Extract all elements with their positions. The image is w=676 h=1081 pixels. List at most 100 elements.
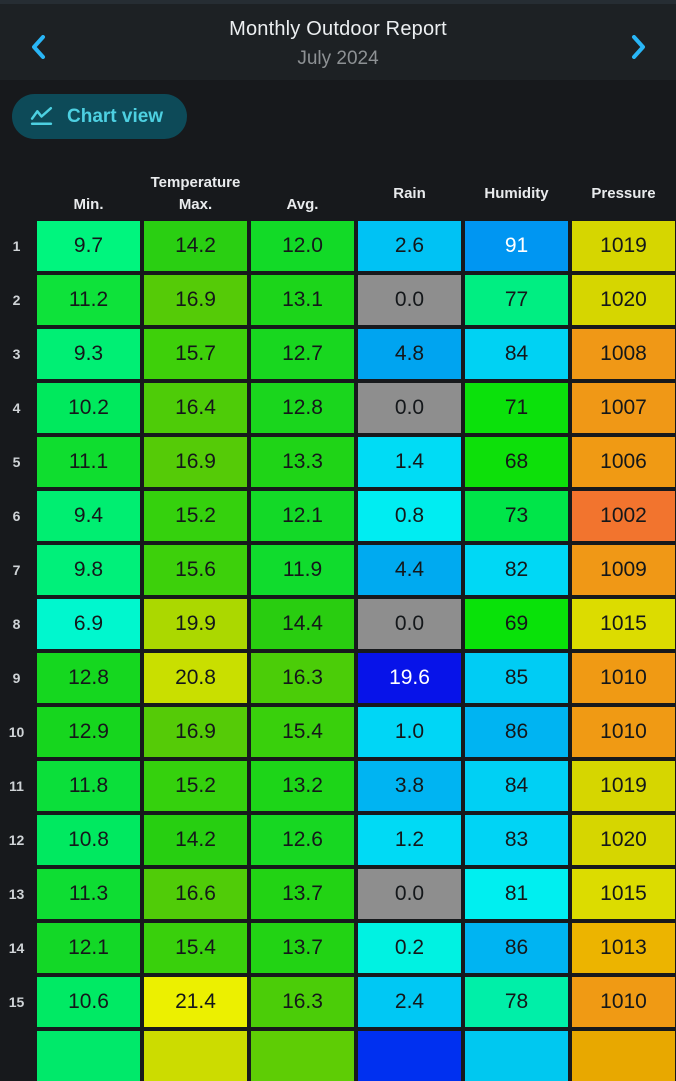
table-row: 5 11.1 16.9 13.3 1.4 68 1006	[0, 437, 676, 487]
cell-pressure: 1019	[572, 221, 675, 271]
cell-rain: 0.0	[358, 275, 461, 325]
day-number: 5	[12, 454, 21, 470]
cell-pressure: 1010	[572, 977, 675, 1027]
column-header-min: Min.	[37, 196, 140, 215]
cell-min: 11.3	[37, 869, 140, 919]
cell-rain: 19.6	[358, 653, 461, 703]
cell-humidity: 83	[465, 815, 568, 865]
cell-pressure: 1020	[572, 275, 675, 325]
chart-view-button[interactable]: Chart view	[12, 94, 188, 139]
cell-humidity: 69	[465, 599, 568, 649]
table-row: 15 10.6 21.4 16.3 2.4 78 1010	[0, 977, 676, 1027]
day-number: 13	[8, 886, 25, 902]
cell-min: 9.4	[37, 491, 140, 541]
cell-avg: 12.7	[251, 329, 354, 379]
cell-humidity: 91	[465, 221, 568, 271]
day-number: 3	[12, 346, 21, 362]
cell-max: 21.4	[144, 977, 247, 1027]
cell-min: 10.8	[37, 815, 140, 865]
cell-avg: 16.3	[251, 977, 354, 1027]
table-row: 14 12.1 15.4 13.7 0.2 86 1013	[0, 923, 676, 973]
line-chart-icon	[29, 104, 54, 129]
weather-table: Min. Temperature Max. Avg. Rain Humidity…	[0, 161, 676, 1081]
page-title: Monthly Outdoor Report	[229, 18, 447, 40]
cell-rain: 2.6	[358, 221, 461, 271]
cell-min: 12.8	[37, 653, 140, 703]
cell-rain: 1.2	[358, 815, 461, 865]
column-header-humidity: Humidity	[465, 185, 568, 215]
cell-min: 11.2	[37, 275, 140, 325]
cell-max: 14.2	[144, 815, 247, 865]
cell-pressure: 1002	[572, 491, 675, 541]
cell-min: 11.8	[37, 761, 140, 811]
table-row: 13 11.3 16.6 13.7 0.0 81 1015	[0, 869, 676, 919]
cell-avg: 13.7	[251, 869, 354, 919]
cell-humidity: 77	[465, 275, 568, 325]
day-number: 7	[12, 562, 21, 578]
cell-rain: 0.0	[358, 383, 461, 433]
cell-rain: 4.8	[358, 329, 461, 379]
cell-pressure: 1019	[572, 761, 675, 811]
column-header-avg: Avg.	[251, 196, 354, 215]
day-number: 2	[12, 292, 21, 308]
cell-humidity: 81	[465, 869, 568, 919]
column-header-pressure: Pressure	[572, 185, 675, 215]
cell-max: 16.9	[144, 707, 247, 757]
day-number: 15	[8, 994, 25, 1010]
max-header-label: Max.	[178, 196, 213, 213]
cell-pressure: 1020	[572, 815, 675, 865]
day-number: 12	[8, 832, 25, 848]
day-number: 6	[12, 508, 21, 524]
cell-rain: 4.4	[358, 545, 461, 595]
temperature-group-label: Temperature	[150, 174, 241, 191]
cell-rain: 0.0	[358, 599, 461, 649]
day-number: 8	[12, 616, 21, 632]
cell-rain: 0.0	[358, 869, 461, 919]
cell-pressure: 1015	[572, 599, 675, 649]
table-row: 8 6.9 19.9 14.4 0.0 69 1015	[0, 599, 676, 649]
table-row: 9 12.8 20.8 16.3 19.6 85 1010	[0, 653, 676, 703]
column-header-rain: Rain	[358, 185, 461, 215]
cell-avg: 13.2	[251, 761, 354, 811]
cell-humidity: 68	[465, 437, 568, 487]
cell-max: 16.4	[144, 383, 247, 433]
cell-avg: 13.1	[251, 275, 354, 325]
cell-max: 15.7	[144, 329, 247, 379]
header-titles: Monthly Outdoor Report July 2024	[0, 18, 676, 70]
min-header-label: Min.	[73, 196, 104, 213]
cell-pressure	[572, 1031, 675, 1081]
report-header: Monthly Outdoor Report July 2024	[0, 4, 676, 80]
cell-avg: 12.0	[251, 221, 354, 271]
cell-rain	[358, 1031, 461, 1081]
cell-pressure: 1007	[572, 383, 675, 433]
table-row: 12 10.8 14.2 12.6 1.2 83 1020	[0, 815, 676, 865]
cell-avg: 16.3	[251, 653, 354, 703]
toolbar: Chart view	[0, 80, 676, 139]
status-strip	[0, 0, 676, 4]
day-number: 4	[12, 400, 21, 416]
avg-header-label: Avg.	[286, 196, 319, 213]
table-row: 10 12.9 16.9 15.4 1.0 86 1010	[0, 707, 676, 757]
cell-max: 16.9	[144, 437, 247, 487]
cell-avg: 12.1	[251, 491, 354, 541]
cell-pressure: 1008	[572, 329, 675, 379]
cell-min: 6.9	[37, 599, 140, 649]
cell-humidity: 82	[465, 545, 568, 595]
cell-min: 10.6	[37, 977, 140, 1027]
cell-max: 15.4	[144, 923, 247, 973]
table-header-row: Min. Temperature Max. Avg. Rain Humidity…	[0, 161, 676, 215]
day-number: 14	[8, 940, 25, 956]
cell-max	[144, 1031, 247, 1081]
cell-pressure: 1010	[572, 707, 675, 757]
cell-max: 15.2	[144, 491, 247, 541]
cell-min: 12.1	[37, 923, 140, 973]
cell-rain: 1.4	[358, 437, 461, 487]
chevron-right-icon	[631, 34, 646, 62]
cell-rain: 0.2	[358, 923, 461, 973]
prev-month-button[interactable]	[18, 28, 58, 68]
table-row: 3 9.3 15.7 12.7 4.8 84 1008	[0, 329, 676, 379]
next-month-button[interactable]	[618, 28, 658, 68]
chevron-left-icon	[31, 34, 46, 62]
cell-humidity: 71	[465, 383, 568, 433]
cell-max: 20.8	[144, 653, 247, 703]
